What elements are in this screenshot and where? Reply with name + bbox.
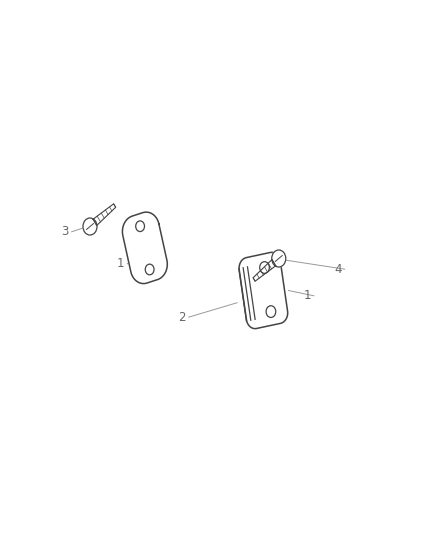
Text: 3: 3 — [61, 225, 68, 238]
Circle shape — [135, 221, 144, 231]
Circle shape — [83, 218, 97, 235]
Circle shape — [271, 250, 285, 267]
Polygon shape — [253, 260, 275, 281]
Text: 1: 1 — [117, 257, 124, 270]
Text: 2: 2 — [178, 311, 186, 324]
Polygon shape — [239, 252, 287, 329]
Polygon shape — [93, 204, 115, 225]
Circle shape — [145, 264, 154, 275]
Polygon shape — [122, 212, 167, 284]
Circle shape — [265, 306, 275, 318]
Text: 1: 1 — [303, 289, 311, 302]
Circle shape — [259, 262, 269, 273]
Text: 4: 4 — [333, 263, 341, 276]
